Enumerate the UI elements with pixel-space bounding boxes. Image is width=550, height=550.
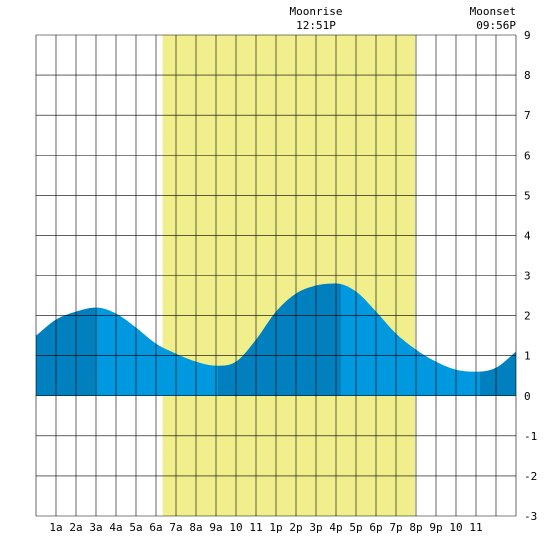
- y-tick-label: 8: [524, 69, 531, 82]
- y-tick-label: -1: [524, 430, 537, 443]
- x-tick-label: 11: [469, 521, 482, 534]
- x-tick-label: 10: [229, 521, 242, 534]
- x-tick-label: 2p: [289, 521, 302, 534]
- x-tick-label: 2a: [69, 521, 82, 534]
- x-tick-label: 7a: [169, 521, 182, 534]
- x-tick-label: 9p: [429, 521, 442, 534]
- grid-layer: [35, 34, 517, 517]
- x-tick-label: 6p: [369, 521, 382, 534]
- x-tick-label: 6a: [149, 521, 162, 534]
- x-tick-labels: 1a 2a 3a 4a 5a 6a 7a 8a 9a 10 11 1p 2p 3p 4p 5p 6p 7p 8p 9p…: [49, 521, 482, 534]
- y-tick-label: 3: [524, 270, 531, 283]
- y-tick-label: 4: [524, 229, 531, 242]
- y-tick-label: 7: [524, 109, 531, 122]
- x-tick-label: 4p: [329, 521, 342, 534]
- y-tick-label: 0: [524, 390, 531, 403]
- moon-event-time: 12:51P: [296, 19, 336, 32]
- x-tick-label: 4a: [109, 521, 122, 534]
- x-tick-label: 3a: [89, 521, 102, 534]
- y-tick-label: 5: [524, 189, 531, 202]
- moon-event-time: 09:56P: [476, 19, 516, 32]
- rising-tide-segment: [36, 307, 95, 396]
- x-tick-label: 10: [449, 521, 462, 534]
- x-tick-label: 3p: [309, 521, 322, 534]
- moon-event-label: Moonset: [470, 5, 516, 18]
- moon-event-label: Moonrise: [290, 5, 343, 18]
- x-tick-label: 8p: [409, 521, 422, 534]
- x-tick-label: 5a: [129, 521, 142, 534]
- y-tick-label: -2: [524, 470, 537, 483]
- x-tick-label: 8a: [189, 521, 202, 534]
- rising-tide-segment: [218, 283, 341, 396]
- rising-tide-segment: [480, 351, 516, 396]
- x-tick-label: 9a: [209, 521, 222, 534]
- x-tick-label: 7p: [389, 521, 402, 534]
- x-tick-label: 11: [249, 521, 262, 534]
- x-tick-label: 1p: [269, 521, 282, 534]
- y-tick-label: 1: [524, 350, 531, 363]
- y-tick-label: 9: [524, 29, 531, 42]
- x-tick-label: 5p: [349, 521, 362, 534]
- y-tick-label: 6: [524, 149, 531, 162]
- y-tick-label: 2: [524, 310, 531, 323]
- falling-tide-segment: [95, 307, 218, 396]
- y-tick-labels: -3 -2 -1 0 1 2 3 4 5 6 7 8 9: [524, 29, 537, 523]
- y-tick-label: -3: [524, 510, 537, 523]
- x-tick-label: 1a: [49, 521, 62, 534]
